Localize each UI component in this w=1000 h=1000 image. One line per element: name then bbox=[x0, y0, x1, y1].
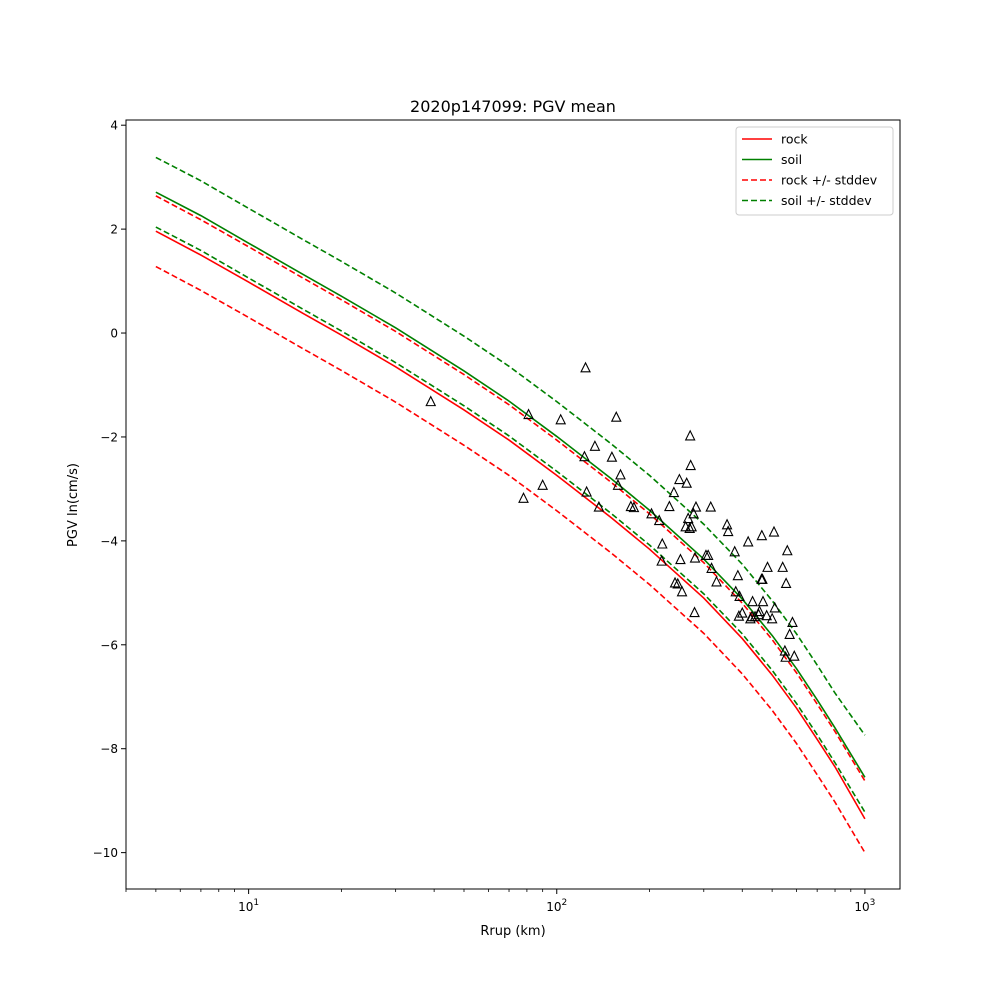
chart-title: 2020p147099: PGV mean bbox=[410, 97, 616, 116]
observation-point-70 bbox=[780, 577, 792, 589]
observation-point-25 bbox=[675, 553, 686, 565]
observation-point-6 bbox=[579, 450, 590, 462]
observation-point-41 bbox=[706, 562, 717, 573]
observation-point-0 bbox=[425, 395, 437, 407]
y-tick-label-3: −2 bbox=[100, 430, 118, 444]
observation-point-14 bbox=[625, 500, 637, 512]
observation-point-73 bbox=[787, 616, 798, 627]
observation-point-44 bbox=[722, 525, 734, 537]
observation-point-8 bbox=[589, 440, 601, 451]
observation-point-36 bbox=[689, 551, 701, 563]
observation-point-48 bbox=[733, 609, 745, 621]
observation-point-35 bbox=[689, 606, 700, 618]
observation-point-32 bbox=[685, 459, 697, 471]
axes-frame bbox=[125, 119, 901, 890]
observation-point-5 bbox=[580, 361, 591, 373]
legend-label-0: rock bbox=[781, 132, 808, 147]
observation-point-12 bbox=[612, 479, 624, 490]
observation-point-50 bbox=[736, 606, 748, 618]
observation-point-69 bbox=[780, 651, 792, 662]
series-line-4 bbox=[155, 156, 866, 736]
observation-point-3 bbox=[537, 479, 549, 490]
observation-point-15 bbox=[628, 501, 640, 513]
observation-point-57 bbox=[754, 605, 765, 617]
observation-point-24 bbox=[673, 473, 685, 485]
observation-point-68 bbox=[779, 644, 791, 656]
observation-point-64 bbox=[766, 612, 778, 624]
observation-point-66 bbox=[769, 601, 781, 613]
series-line-3 bbox=[155, 265, 866, 854]
observation-point-10 bbox=[606, 450, 618, 462]
x-tick-label-0: 101 bbox=[238, 898, 259, 914]
observation-point-54 bbox=[747, 595, 758, 607]
observation-point-55 bbox=[749, 610, 761, 622]
observation-point-42 bbox=[711, 575, 722, 587]
x-tick-label-2: 103 bbox=[854, 898, 875, 914]
observation-point-40 bbox=[705, 500, 717, 512]
observation-point-63 bbox=[762, 561, 773, 572]
observation-point-49 bbox=[734, 590, 745, 602]
x-axis: 101 102 103 bbox=[125, 889, 875, 914]
y-tick-label-0: 4 bbox=[110, 119, 118, 133]
x-axis-label: Rrup (km) bbox=[480, 924, 545, 939]
observation-point-65 bbox=[768, 525, 780, 537]
observation-point-60 bbox=[757, 573, 768, 584]
observation-point-26 bbox=[676, 585, 688, 597]
legend-label-1: soil bbox=[781, 152, 802, 167]
observation-point-46 bbox=[730, 585, 742, 597]
observation-point-45 bbox=[729, 545, 741, 557]
observation-point-61 bbox=[757, 595, 769, 607]
y-tick-label-4: −4 bbox=[100, 534, 118, 548]
observation-point-30 bbox=[684, 522, 696, 533]
observation-point-11 bbox=[610, 410, 622, 422]
observation-point-4 bbox=[555, 413, 567, 425]
y-tick-label-6: −8 bbox=[100, 742, 118, 756]
observation-point-16 bbox=[646, 507, 657, 519]
legend-box bbox=[735, 126, 894, 216]
observation-point-47 bbox=[732, 569, 744, 581]
observation-point-1 bbox=[518, 492, 529, 503]
legend: rock soil rock +/- stddev soil +/- stddev bbox=[735, 126, 894, 216]
y-axis: 4 2 0 −2 −4 −6 −8 −10 bbox=[93, 119, 126, 860]
y-tick-label-7: −10 bbox=[93, 846, 118, 860]
observation-point-17 bbox=[653, 514, 665, 526]
plot-area bbox=[155, 156, 866, 854]
x-tick-label-1: 102 bbox=[546, 898, 567, 914]
observation-point-28 bbox=[681, 476, 693, 488]
observation-point-31 bbox=[684, 429, 696, 441]
observation-point-33 bbox=[686, 520, 698, 532]
observation-point-72 bbox=[784, 628, 796, 639]
observation-point-71 bbox=[781, 544, 793, 556]
y-axis-label: PGV ln(cm/s) bbox=[66, 463, 81, 547]
observation-point-19 bbox=[656, 554, 668, 566]
observation-point-20 bbox=[663, 500, 675, 512]
observation-point-34 bbox=[688, 507, 699, 519]
observation-point-18 bbox=[656, 537, 668, 549]
legend-label-3: soil +/- stddev bbox=[781, 193, 872, 208]
observation-point-2 bbox=[523, 408, 534, 420]
observation-point-21 bbox=[668, 486, 680, 498]
y-tick-label-5: −6 bbox=[100, 638, 118, 652]
observation-point-62 bbox=[761, 609, 773, 621]
series-line-1 bbox=[155, 191, 866, 778]
observation-point-7 bbox=[581, 485, 593, 497]
observation-point-67 bbox=[777, 561, 789, 572]
observation-point-22 bbox=[669, 576, 681, 588]
observation-point-37 bbox=[690, 500, 702, 512]
observation-point-9 bbox=[593, 500, 605, 512]
observation-point-59 bbox=[756, 529, 768, 541]
y-tick-label-2: 0 bbox=[110, 327, 118, 341]
observation-point-39 bbox=[702, 549, 714, 560]
observation-point-74 bbox=[788, 649, 800, 661]
observation-point-56 bbox=[753, 608, 765, 620]
y-tick-label-1: 2 bbox=[110, 223, 118, 237]
legend-label-2: rock +/- stddev bbox=[781, 173, 878, 188]
observation-point-51 bbox=[742, 535, 754, 547]
observation-point-13 bbox=[615, 468, 626, 480]
observation-point-23 bbox=[672, 577, 684, 589]
